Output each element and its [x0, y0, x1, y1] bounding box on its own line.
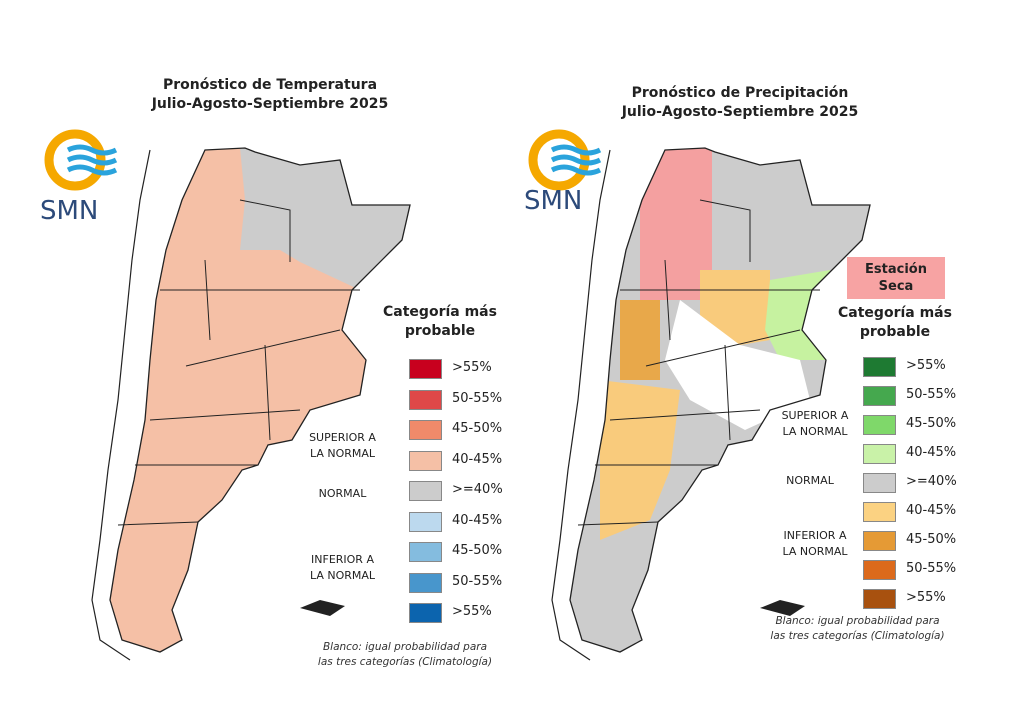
- superior-label: SUPERIOR A LA NORMAL: [781, 409, 849, 438]
- inferior-label: INFERIOR A LA NORMAL: [309, 553, 376, 582]
- title-line: Julio-Agosto-Septiembre 2025: [621, 104, 859, 120]
- legend-label: 40-45%: [906, 503, 957, 518]
- superior-label: SUPERIOR A LA NORMAL: [309, 431, 376, 460]
- legend-label: 40-45%: [906, 445, 957, 460]
- legend-swatch: [863, 386, 896, 406]
- legend-label: 50-55%: [452, 573, 503, 589]
- legend-swatch: [863, 502, 896, 522]
- region-below-normal: [600, 380, 680, 540]
- legend-swatch: [863, 589, 896, 609]
- precipitation-map: [551, 147, 871, 661]
- climatology-note: Blanco: igual probabilidad para las tres …: [770, 615, 945, 642]
- legend-label: 50-55%: [906, 561, 957, 576]
- legend-swatch: [863, 473, 896, 493]
- legend-swatch: [863, 531, 896, 551]
- legend-title-line: Categoría más: [838, 305, 952, 321]
- legend-label: >55%: [452, 604, 492, 619]
- legend-title: Categoría más probable: [830, 304, 960, 342]
- region-below-normal: [700, 270, 770, 345]
- climatology-note: Blanco: igual probabilidad para las tres …: [317, 641, 493, 668]
- title-line: Pronóstico de Temperatura: [162, 77, 378, 93]
- legend-swatch: [409, 603, 442, 623]
- legend-label: 40-45%: [452, 512, 503, 528]
- legend-title-line: probable: [859, 324, 931, 340]
- province-borders: [117, 199, 360, 526]
- logo-text: SMN: [524, 186, 583, 216]
- legend-swatch: [409, 542, 442, 562]
- malvinas-islands: [300, 600, 345, 616]
- legend-swatch: [863, 444, 896, 464]
- legend-label: 45-50%: [452, 543, 503, 558]
- legend-swatch: [863, 560, 896, 580]
- legend-label: >55%: [452, 360, 492, 375]
- legend-label: >55%: [906, 590, 946, 605]
- legend-swatch: [863, 415, 896, 435]
- normal-label: NORMAL: [786, 474, 834, 487]
- inferior-label: INFERIOR A LA NORMAL: [782, 529, 848, 558]
- legend-swatch: [409, 511, 442, 532]
- legend-title: Categoría más probable: [370, 303, 510, 341]
- legend-swatch: [409, 450, 442, 471]
- legend-label: 50-55%: [906, 387, 957, 402]
- title-line: Julio-Agosto-Septiembre 2025: [151, 96, 389, 112]
- map-title: Pronóstico de Temperatura Julio-Agosto-S…: [120, 76, 420, 114]
- province-borders: [577, 199, 820, 526]
- legend-title-line: Categoría más: [383, 304, 497, 320]
- dry-season-badge: Estación Seca: [847, 257, 945, 299]
- legend-label: >55%: [906, 358, 946, 373]
- legend-label: 45-50%: [906, 416, 957, 431]
- region-climatology: [665, 300, 810, 430]
- map-title: Pronóstico de Precipitación Julio-Agosto…: [590, 84, 890, 122]
- region-above-normal: [765, 270, 830, 360]
- legend-swatch: [863, 357, 896, 377]
- smn-logo: [528, 129, 602, 191]
- legend-swatch: [409, 389, 442, 410]
- legend-label: >=40%: [452, 482, 503, 497]
- malvinas-islands: [760, 600, 805, 616]
- region-dry-season: [640, 148, 712, 300]
- legend-label: 45-50%: [452, 421, 503, 436]
- legend-swatch: [409, 481, 442, 501]
- legend-label: 45-50%: [906, 532, 957, 547]
- legend-swatch: [409, 420, 442, 440]
- legend-label: 50-55%: [452, 390, 503, 406]
- smn-logo: [44, 129, 118, 191]
- legend-label: >=40%: [906, 474, 957, 489]
- title-line: Pronóstico de Precipitación: [631, 85, 849, 101]
- region-below-normal-strong: [620, 300, 660, 380]
- legend-swatch: [409, 359, 442, 379]
- normal-label: NORMAL: [318, 487, 367, 500]
- logo-text: SMN: [40, 196, 99, 226]
- legend-title-line: probable: [404, 323, 476, 339]
- legend-label: 40-45%: [452, 451, 503, 467]
- legend-swatch: [409, 572, 442, 593]
